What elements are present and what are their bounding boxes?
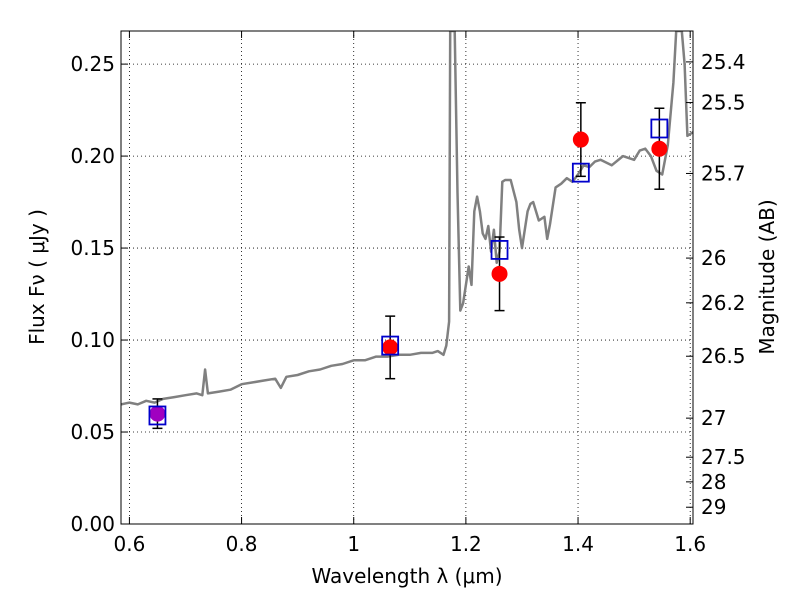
synthetic-square [650,118,669,139]
y-axis-title: Flux Fν ( μJy ) [25,209,49,345]
y-tick-label: 0.05 [70,420,115,444]
x-tick-label: 0.6 [114,532,146,556]
observed-point [149,405,166,422]
x-axis-title: Wavelength λ (μm) [311,564,502,588]
x-tick-label: 1.6 [674,532,706,556]
synthetic-square [381,335,400,356]
y2-tick-label: 25.7 [701,161,746,185]
model-spectrum-line [121,31,693,406]
y-tick-label: 0.10 [70,328,115,352]
y2-tick-label: 27.5 [701,445,746,469]
y-tick-label: 0.20 [70,144,115,168]
y-tick-label: 0.25 [70,52,115,76]
y2-tick-label: 29 [701,495,726,519]
plot-area [121,31,693,524]
y2-tick-label: 25.5 [701,91,746,115]
observed-point [572,131,589,148]
synthetic-square [148,405,167,426]
x-tick-label: 1.2 [450,532,482,556]
y-tick-label: 0.15 [70,236,115,260]
y2-tick-label: 28 [701,470,726,494]
observed-point [491,265,508,282]
y2-tick-label: 26.2 [701,291,746,315]
observed-point [651,140,668,157]
x-tick-label: 0.8 [226,532,258,556]
y2-tick-label: 27 [701,406,726,430]
x-tick-label: 1 [347,532,360,556]
observed-point [382,339,399,356]
data-marks [121,31,693,430]
synthetic-square [490,240,509,260]
plot-frame [120,30,694,525]
x-tick-label: 1.4 [562,532,594,556]
y2-axis-title: Magnitude (AB) [755,199,779,354]
axis-ticks: 0.6 0.8 1 1.2 1.4 1.6 0.00 0.05 0.10 0.15 0.20 0.25… [70,31,746,556]
y2-tick-label: 26 [701,246,726,270]
y2-tick-label: 25.4 [701,50,746,74]
y-tick-label: 0.00 [70,512,115,536]
synthetic-square [571,162,590,183]
y2-tick-label: 26.5 [701,344,746,368]
